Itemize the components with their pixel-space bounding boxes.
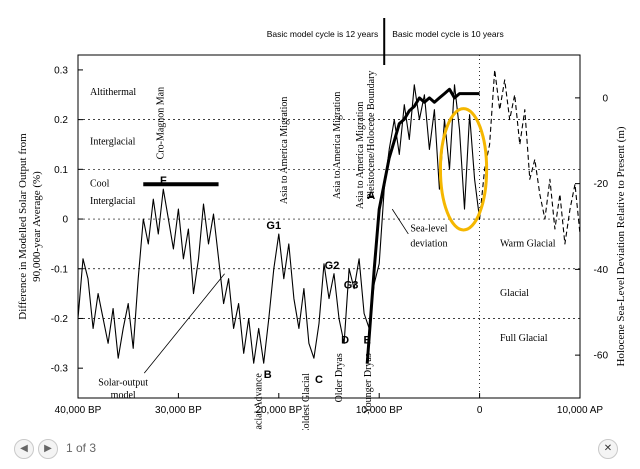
point-label-b: B bbox=[264, 369, 272, 381]
x-tick-label-1: 30,000 BP bbox=[155, 405, 202, 416]
y-left-tick-label-2: 0.1 bbox=[54, 165, 68, 176]
event-label-3: Pleistocene/Holocene Boundary bbox=[366, 71, 377, 200]
plot-frame bbox=[77, 54, 581, 399]
lower-event-label-2: Older Dryas bbox=[334, 353, 345, 402]
point-label-g1: G1 bbox=[266, 220, 281, 232]
series-layer bbox=[77, 69, 581, 364]
y-right-tick-label-0: 0 bbox=[602, 93, 608, 104]
y-left-axis-title-1: Difference in Modelled Solar Output from bbox=[17, 133, 29, 320]
zone-label-lower-1: Glacial bbox=[500, 288, 529, 299]
y-right-tick-label-2: -40 bbox=[594, 265, 609, 276]
solar-pointer bbox=[143, 273, 225, 374]
event-label-2: Asia to America Migration bbox=[332, 92, 343, 199]
y-left-tick-label-3: 0 bbox=[62, 215, 68, 226]
x-tick-label-2: 20,000 BP bbox=[255, 405, 302, 416]
series-solar-output-model bbox=[77, 84, 481, 364]
x-tick-label-4: 0 bbox=[477, 405, 483, 416]
series-sea-level-deviation bbox=[365, 87, 480, 364]
y-right-tick-label-3: -60 bbox=[594, 351, 609, 362]
labels: Difference in Modelled Solar Output from… bbox=[17, 18, 627, 469]
close-button[interactable]: ✕ bbox=[598, 439, 618, 459]
point-label-c: C bbox=[315, 374, 323, 386]
event-label-4: Asia to America Migration bbox=[355, 102, 366, 209]
event-label-1: Asia to America Migration bbox=[279, 97, 290, 204]
lower-event-label-0: Farthest Glacial Advance bbox=[254, 373, 265, 469]
solar-label-1: Solar-output bbox=[98, 378, 148, 389]
highlight-ellipse bbox=[438, 107, 489, 232]
prev-page-button[interactable]: ◀ bbox=[14, 439, 34, 459]
lower-event-label-3: Younger Dryas bbox=[363, 353, 374, 413]
sea-level-pointer bbox=[391, 208, 409, 235]
y-right-axis-title: Holocene Sea-Level Deviation Relative to… bbox=[615, 126, 627, 366]
zone-label-lower-2: Full Glacial bbox=[500, 333, 548, 344]
x-tick-label-0: 40,000 BP bbox=[55, 405, 102, 416]
sea-level-label-1: Sea-level bbox=[410, 223, 447, 234]
series-solar-output-projection bbox=[479, 69, 581, 245]
x-tick-label-3: 10,000 BP bbox=[356, 405, 403, 416]
zone-label-upper-2: Cool bbox=[90, 179, 110, 190]
next-icon: ▶ bbox=[44, 443, 52, 454]
lower-event-label-1: Coldest Glacial bbox=[301, 373, 312, 435]
point-label-d: D bbox=[341, 334, 349, 346]
y-left-tick-label-5: -0.2 bbox=[51, 314, 69, 325]
y-right-tick-label-1: -20 bbox=[594, 179, 609, 190]
page-indicator: 1 of 3 bbox=[66, 441, 97, 455]
y-left-tick-label-1: 0.2 bbox=[54, 115, 68, 126]
solar-label-2: model bbox=[111, 390, 136, 401]
viewer-footer: ◀ ▶ 1 of 3 ✕ bbox=[0, 430, 640, 469]
point-label-a: A bbox=[367, 190, 375, 202]
point-label-f: F bbox=[160, 175, 167, 187]
sea-level-label-2: deviation bbox=[410, 238, 447, 249]
point-label-e: E bbox=[363, 334, 370, 346]
x-tick-label-5: 10,000 AP bbox=[557, 405, 603, 416]
y-left-tick-label-4: -0.1 bbox=[51, 264, 69, 275]
ticks: 40,000 BP 30,000 BP 20,000 BP 10,000 BP 0 10,… bbox=[51, 65, 609, 416]
next-page-button[interactable]: ▶ bbox=[38, 439, 58, 459]
point-label-g2: G2 bbox=[325, 260, 340, 272]
y-left-tick-label-6: -0.3 bbox=[51, 364, 69, 375]
event-label-0: Cro-Magnon Man bbox=[155, 87, 166, 160]
y-left-tick-label-0: 0.3 bbox=[54, 65, 68, 76]
model-right-label: Basic model cycle is 10 years bbox=[392, 29, 504, 39]
close-icon: ✕ bbox=[603, 443, 613, 454]
point-label-g3: G3 bbox=[344, 280, 359, 292]
model-left-label: Basic model cycle is 12 years bbox=[267, 29, 379, 39]
prev-icon: ◀ bbox=[20, 443, 28, 454]
zone-label-upper-0: Altithermal bbox=[90, 87, 136, 98]
y-left-axis-title-2: 90,000-year Average (%) bbox=[31, 171, 43, 282]
zone-label-upper-1: Interglacial bbox=[90, 136, 136, 147]
zone-label-upper-3: Interglacial bbox=[90, 196, 136, 207]
zone-label-lower-0: Warm Glacial bbox=[500, 238, 556, 249]
grid bbox=[77, 54, 581, 399]
